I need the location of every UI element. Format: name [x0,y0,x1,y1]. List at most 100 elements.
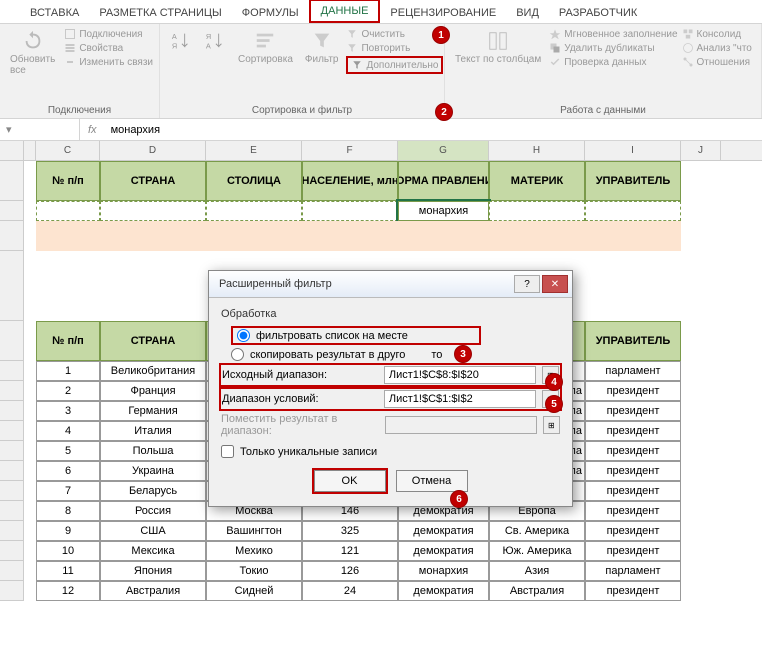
table-row[interactable]: Австралия [100,581,206,601]
criteria-cell-country[interactable] [100,201,206,221]
col-header-e[interactable]: E [206,141,302,160]
table-row[interactable]: 1 [36,361,100,381]
table-header-num[interactable]: № п/п [36,321,100,361]
connections-item[interactable]: Подключения [64,28,153,40]
table-row[interactable]: 11 [36,561,100,581]
criteria-cell-cont[interactable] [489,201,585,221]
relationships-item[interactable]: Отношения [682,56,752,68]
criteria-cell-num[interactable] [36,201,100,221]
criteria-header-pop[interactable]: НАСЕЛЕНИЕ, млн [302,161,398,201]
tab-view[interactable]: ВИД [506,3,549,23]
table-row[interactable]: монархия [398,561,489,581]
table-row[interactable]: президент [585,541,681,561]
cancel-button[interactable]: Отмена [396,470,468,492]
sort-za-button[interactable]: ЯA [200,28,230,54]
table-row[interactable]: 5 [36,441,100,461]
table-row[interactable]: 8 [36,501,100,521]
table-row[interactable]: Беларусь [100,481,206,501]
radio-filter-inplace[interactable]: фильтровать список на месте [231,326,481,345]
table-row[interactable]: президент [585,421,681,441]
table-row[interactable]: Токио [206,561,302,581]
properties-item[interactable]: Свойства [64,42,153,54]
table-row[interactable]: Сидней [206,581,302,601]
criteria-cell-ruler[interactable] [585,201,681,221]
col-header-d[interactable]: D [100,141,206,160]
criteria-header-country[interactable]: СТРАНА [100,161,206,201]
table-row[interactable]: демократия [398,581,489,601]
table-row[interactable]: президент [585,581,681,601]
table-header-ruler[interactable]: УПРАВИТЕЛЬ [585,321,681,361]
radio-copy-to[interactable]: скопировать результат в друго то [231,348,560,361]
table-row[interactable]: 24 [302,581,398,601]
table-row[interactable]: 10 [36,541,100,561]
table-row[interactable]: Мехико [206,541,302,561]
tab-data[interactable]: ДАННЫЕ [309,0,381,23]
advanced-filter-item[interactable]: Дополнительно [346,56,443,74]
dialog-titlebar[interactable]: Расширенный фильтр ? ✕ [209,271,572,298]
table-row[interactable]: Украина [100,461,206,481]
table-row[interactable]: Великобритания [100,361,206,381]
table-row[interactable]: парламент [585,361,681,381]
table-row[interactable]: президент [585,381,681,401]
table-row[interactable]: президент [585,401,681,421]
refresh-all-button[interactable]: Обновить все [6,28,60,78]
criteria-cell-pop[interactable] [302,201,398,221]
table-row[interactable]: парламент [585,561,681,581]
table-row[interactable]: Австралия [489,581,585,601]
table-row[interactable]: 6 [36,461,100,481]
clear-filter-item[interactable]: Очистить [346,28,443,40]
table-row[interactable]: Франция [100,381,206,401]
table-row[interactable]: Япония [100,561,206,581]
table-row[interactable]: 7 [36,481,100,501]
sort-button[interactable]: Сортировка [234,28,297,67]
flash-fill-item[interactable]: Мгновенное заполнение [549,28,677,40]
radio-copy-input[interactable] [231,348,244,361]
col-header-f[interactable]: F [302,141,398,160]
table-row[interactable]: Азия [489,561,585,581]
tab-insert[interactable]: ВСТАВКА [20,3,89,23]
table-row[interactable]: Вашингтон [206,521,302,541]
table-row[interactable]: 9 [36,521,100,541]
tab-developer[interactable]: РАЗРАБОТЧИК [549,3,647,23]
table-row[interactable]: президент [585,481,681,501]
formula-input[interactable]: монархия [105,124,762,136]
criteria-cell-form[interactable]: монархия [398,201,489,221]
criteria-header-num[interactable]: № п/п [36,161,100,201]
table-header-country[interactable]: СТРАНА [100,321,206,361]
table-row[interactable]: Германия [100,401,206,421]
tab-pagelayout[interactable]: РАЗМЕТКА СТРАНИЦЫ [89,3,231,23]
criteria-header-ruler[interactable]: УПРАВИТЕЛЬ [585,161,681,201]
dialog-close-button[interactable]: ✕ [542,275,568,293]
text-to-columns-button[interactable]: Текст по столбцам [451,28,545,67]
table-row[interactable]: 121 [302,541,398,561]
radio-inplace-input[interactable] [237,329,250,342]
criteria-range-input[interactable] [384,390,536,408]
table-row[interactable]: президент [585,461,681,481]
dialog-help-button[interactable]: ? [514,275,540,293]
unique-only-row[interactable]: Только уникальные записи [221,445,560,458]
table-row[interactable]: Россия [100,501,206,521]
col-header-i[interactable]: I [585,141,681,160]
criteria-header-capital[interactable]: СТОЛИЦА [206,161,302,201]
name-box[interactable]: ▾ [0,119,80,140]
table-row[interactable]: Польша [100,441,206,461]
criteria-cell-capital[interactable] [206,201,302,221]
criteria-header-form[interactable]: ФОРМА ПРАВЛЕНИЯ [398,161,489,201]
table-row[interactable]: 126 [302,561,398,581]
table-row[interactable]: Мексика [100,541,206,561]
col-header-c[interactable]: C [36,141,100,160]
sort-az-button[interactable]: AЯ [166,28,196,54]
consolidate-item[interactable]: Консолид [682,28,752,40]
col-header-h[interactable]: H [489,141,585,160]
filter-button[interactable]: Фильтр [301,28,343,67]
table-row[interactable]: США [100,521,206,541]
reapply-filter-item[interactable]: Повторить [346,42,443,54]
table-row[interactable]: Италия [100,421,206,441]
table-row[interactable]: президент [585,441,681,461]
table-row[interactable]: 3 [36,401,100,421]
col-header-g[interactable]: G [398,141,489,160]
editlinks-item[interactable]: Изменить связи [64,56,153,68]
table-row[interactable]: 4 [36,421,100,441]
table-row[interactable]: демократия [398,521,489,541]
fx-icon[interactable]: fx [80,124,105,136]
